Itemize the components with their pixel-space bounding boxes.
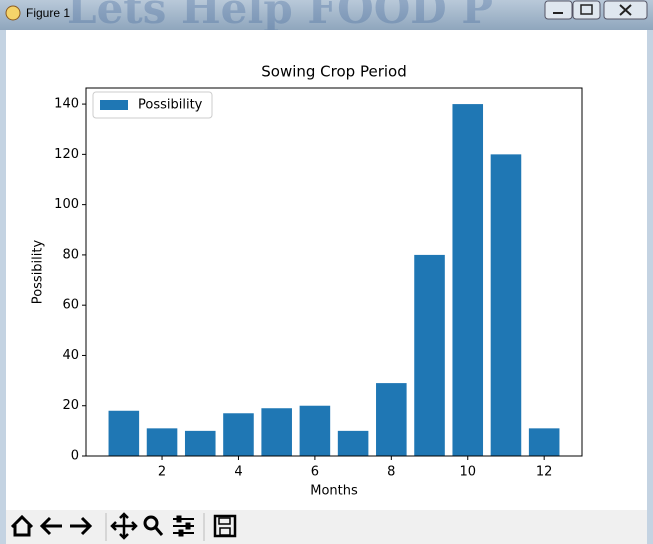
zoom-button[interactable] — [143, 515, 159, 531]
legend-swatch — [100, 100, 128, 110]
bar — [376, 383, 407, 456]
y-tick-label: 0 — [71, 449, 79, 464]
pan-button[interactable] — [110, 512, 138, 540]
bar — [452, 104, 484, 456]
legend-label: Possibility — [138, 98, 203, 113]
y-tick-label: 100 — [54, 197, 79, 212]
bar — [261, 408, 292, 456]
x-tick-label: 6 — [311, 465, 319, 480]
bar — [528, 428, 560, 456]
bar — [299, 405, 331, 456]
bar — [414, 254, 445, 456]
bar — [490, 154, 522, 456]
x-tick-label: 8 — [387, 465, 395, 480]
y-tick-label: 60 — [62, 298, 79, 313]
background-text: Lets Help FOOD P — [67, 0, 493, 33]
forward-button[interactable] — [70, 516, 93, 536]
x-tick-label: 10 — [459, 465, 476, 480]
bar — [108, 410, 140, 456]
plot: Sowing Crop Period Months Possibility 0 2… — [31, 63, 583, 499]
app-icon — [5, 5, 21, 21]
bar — [184, 430, 216, 456]
y-tick-label: 140 — [54, 97, 79, 112]
maximize-button[interactable] — [572, 0, 601, 20]
x-axis-label: Months — [310, 484, 358, 499]
bar — [337, 430, 369, 456]
legend-box — [92, 91, 213, 119]
y-tick-label: 20 — [62, 398, 79, 413]
y-tick-label: 40 — [62, 348, 79, 363]
y-tick-label: 120 — [54, 147, 79, 162]
bar — [146, 428, 178, 456]
home-button[interactable] — [10, 514, 34, 537]
save-button[interactable] — [213, 514, 237, 538]
minimize-button[interactable] — [544, 0, 573, 20]
back-button[interactable] — [39, 516, 62, 536]
bar — [223, 413, 254, 456]
toolbar — [6, 510, 647, 544]
window-title: Figure 1 — [26, 6, 70, 20]
title-bar — [0, 0, 653, 30]
toolbar-icons — [10, 512, 237, 540]
x-tick-label: 4 — [234, 465, 242, 480]
legend: Possibility — [92, 91, 213, 119]
axes-frame — [85, 87, 583, 457]
y-tick-label: 80 — [62, 247, 79, 262]
y-axis-label: Possibility — [31, 240, 46, 305]
x-tick-label: 12 — [536, 465, 553, 480]
x-tick-label: 2 — [158, 465, 166, 480]
chart-title: Sowing Crop Period — [261, 63, 406, 81]
